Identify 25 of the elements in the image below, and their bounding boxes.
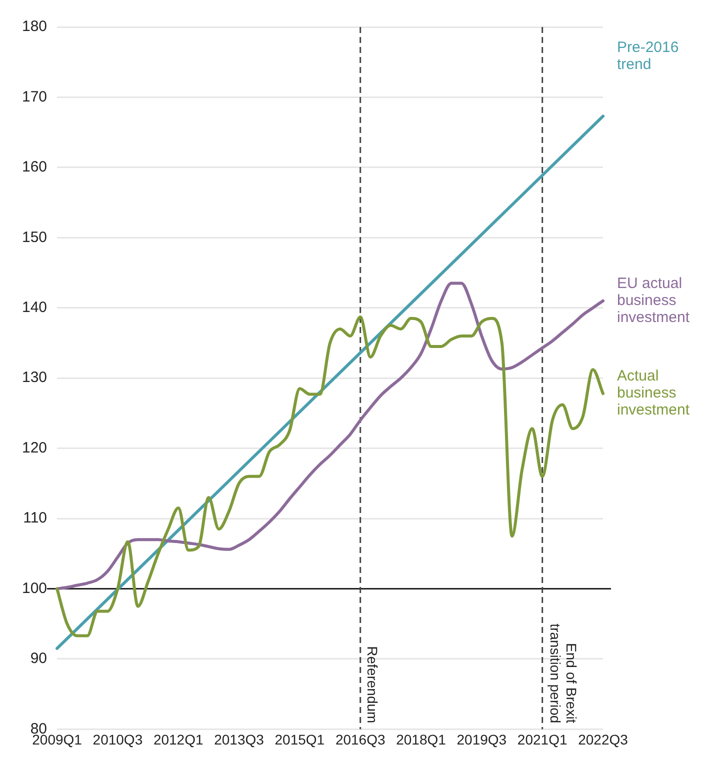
y-tick-label: 170 bbox=[22, 88, 48, 106]
y-tick-label: 90 bbox=[30, 650, 48, 668]
y-tick-label: 120 bbox=[22, 439, 48, 456]
x-tick-label: 2021Q1 bbox=[517, 731, 568, 748]
x-tick-label: 2018Q1 bbox=[396, 731, 446, 748]
y-tick-label: 130 bbox=[22, 369, 48, 386]
x-tick-label: 2010Q3 bbox=[92, 731, 143, 748]
y-tick-label: 180 bbox=[22, 18, 48, 36]
line-series bbox=[56, 282, 604, 590]
y-tick-label: 150 bbox=[22, 228, 48, 246]
y-tick-label: 140 bbox=[22, 299, 48, 316]
series-label: EU actual business investment bbox=[617, 275, 690, 326]
x-tick-label: 2013Q3 bbox=[214, 731, 264, 748]
x-tick-label: 2016Q3 bbox=[335, 731, 386, 748]
x-tick-label: 2019Q3 bbox=[456, 731, 507, 748]
series-label: Actual business investment bbox=[617, 368, 690, 419]
y-tick-label: 160 bbox=[22, 158, 48, 176]
text: Pre-2016 trend bbox=[617, 38, 679, 73]
ref-line-label: End of Brexit transition period bbox=[547, 624, 580, 724]
ref-line-label: Referendum bbox=[364, 646, 380, 724]
x-tick-label: 2012Q1 bbox=[153, 731, 204, 748]
y-tick-label: 100 bbox=[22, 580, 48, 597]
x-tick-label: 2022Q3 bbox=[578, 731, 628, 748]
x-tick-label: 2015Q1 bbox=[274, 731, 325, 748]
y-tick-label: 110 bbox=[23, 510, 48, 527]
